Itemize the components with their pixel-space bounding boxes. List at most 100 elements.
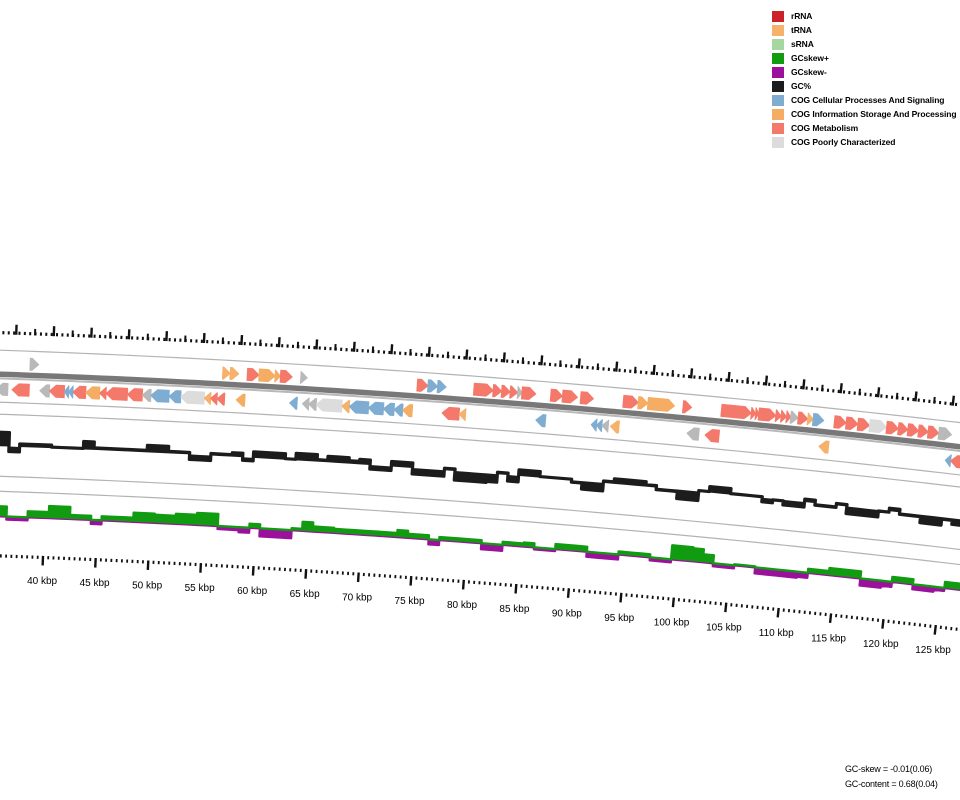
gene-arrow-forward[interactable] <box>246 367 260 382</box>
ruler-label: 115 kbp <box>811 633 846 644</box>
gene-arrow-reverse[interactable] <box>289 396 298 410</box>
gene-arrow-forward[interactable] <box>509 385 519 399</box>
gene-arrow-reverse[interactable] <box>341 400 351 414</box>
gene-arrow-forward[interactable] <box>833 415 847 429</box>
gene-arrow-reverse[interactable] <box>601 419 610 433</box>
srna-swatch-icon <box>772 38 784 50</box>
gene-arrow-forward[interactable] <box>844 416 859 430</box>
legend-item: COG Information Storage And Processing <box>772 107 957 121</box>
gene-arrow-reverse[interactable] <box>686 427 700 441</box>
gene-arrow-reverse[interactable] <box>818 440 830 454</box>
gene-arrow-reverse[interactable] <box>72 385 87 399</box>
gene-arrow-reverse[interactable] <box>0 382 9 396</box>
gene-arrow-forward[interactable] <box>754 407 760 421</box>
gene-arrow-forward[interactable] <box>622 394 639 409</box>
gene-arrow-forward[interactable] <box>646 397 676 412</box>
gene-arrow-forward[interactable] <box>897 422 909 436</box>
gene-arrow-reverse[interactable] <box>393 403 404 417</box>
gene-arrow-forward[interactable] <box>29 357 40 371</box>
gene-arrow-forward[interactable] <box>906 423 919 437</box>
gene-arrow-forward[interactable] <box>785 410 792 424</box>
gene-arrow-forward[interactable] <box>229 366 240 381</box>
gene-arrow-reverse[interactable] <box>950 455 960 469</box>
gene-arrow-reverse[interactable] <box>99 386 107 400</box>
legend-item-label: tRNA <box>791 25 812 35</box>
gene-arrow-forward[interactable] <box>868 419 888 434</box>
gc-content-stat: GC-content = 0.68(0.04) <box>845 779 938 789</box>
ruler-label: 75 kbp <box>395 596 425 607</box>
ruler-label: 80 kbp <box>447 600 477 611</box>
gene-arrow-reverse[interactable] <box>458 408 467 422</box>
gene-arrow-forward[interactable] <box>937 426 952 441</box>
gene-arrow-forward[interactable] <box>279 369 293 384</box>
gene-arrow-reverse[interactable] <box>235 393 246 407</box>
gene-arrow-forward[interactable] <box>757 407 777 422</box>
gene-arrow-reverse[interactable] <box>203 391 212 405</box>
gene-arrow-forward[interactable] <box>579 391 594 405</box>
gene-arrow-forward[interactable] <box>258 368 276 383</box>
gene-arrow-reverse[interactable] <box>402 404 414 418</box>
gene-arrow-reverse[interactable] <box>180 390 206 405</box>
gene-arrow-forward[interactable] <box>416 378 429 392</box>
gene-arrow-forward[interactable] <box>221 366 231 380</box>
gene-arrow-forward[interactable] <box>885 420 899 435</box>
track-boundaries <box>0 349 960 566</box>
gene-arrow-reverse[interactable] <box>105 387 129 401</box>
gene-arrow-forward[interactable] <box>750 406 757 420</box>
gene-arrow-reverse[interactable] <box>704 429 721 443</box>
gene-arrow-forward[interactable] <box>720 403 752 420</box>
gene-arrow-forward[interactable] <box>797 411 809 425</box>
gene-arrow-forward[interactable] <box>472 382 494 397</box>
gene-arrow-reverse[interactable] <box>168 390 182 404</box>
gene-arrow-forward[interactable] <box>780 409 787 423</box>
outer-ruler-medium-ticks <box>33 328 936 404</box>
gene-arrow-forward[interactable] <box>856 417 871 432</box>
gene-arrow-forward[interactable] <box>492 384 503 398</box>
gene-arrow-forward[interactable] <box>926 425 940 439</box>
gene-arrow-forward[interactable] <box>549 388 563 403</box>
legend-item-label: COG Information Storage And Processing <box>791 109 957 119</box>
skew_plus-swatch-icon <box>772 52 784 64</box>
gene-arrow-reverse[interactable] <box>609 420 620 434</box>
gene-arrow-reverse[interactable] <box>210 392 218 406</box>
gene-arrow-reverse[interactable] <box>126 388 144 402</box>
gene-arrow-reverse[interactable] <box>216 392 226 406</box>
gene-arrow-forward[interactable] <box>299 370 308 384</box>
gene-arrow-forward[interactable] <box>427 379 439 393</box>
gene-arrow-forward[interactable] <box>520 386 537 400</box>
gene-arrow-forward[interactable] <box>500 384 511 398</box>
gene-arrow-forward[interactable] <box>516 386 523 400</box>
gc-skew-stat: GC-skew = -0.01(0.06) <box>845 764 933 774</box>
gene-arrow-forward[interactable] <box>806 412 814 426</box>
gene-arrow-reverse[interactable] <box>11 383 30 397</box>
gene-arrow-reverse[interactable] <box>308 397 318 411</box>
gene-arrow-reverse[interactable] <box>348 400 370 415</box>
gene-arrow-forward[interactable] <box>789 410 799 424</box>
gene-arrow-reverse[interactable] <box>535 414 547 428</box>
gene-arrow-forward[interactable] <box>682 400 693 414</box>
gene-arrow-forward[interactable] <box>917 424 929 438</box>
gene-arrow-reverse[interactable] <box>301 397 310 411</box>
gene-arrow-reverse[interactable] <box>39 384 51 398</box>
gene-arrow-forward[interactable] <box>811 413 825 427</box>
gene-arrow-reverse[interactable] <box>141 388 152 402</box>
gene-arrow-forward[interactable] <box>637 396 649 410</box>
gene-arrow-reverse[interactable] <box>368 401 385 416</box>
gene-arrow-reverse[interactable] <box>150 389 170 403</box>
gc-content-track <box>0 430 960 527</box>
gene-arrow-forward[interactable] <box>436 380 447 394</box>
backbone-edge-line <box>0 377 960 452</box>
gene-arrow-reverse[interactable] <box>441 406 461 421</box>
gene-arrow-reverse[interactable] <box>382 402 396 417</box>
inner-ruler-minor-ticks <box>0 554 958 631</box>
ruler-label: 105 kbp <box>706 623 742 634</box>
gene-arrow-forward[interactable] <box>561 389 578 404</box>
info-swatch-icon <box>772 108 784 120</box>
gene-arrow-forward[interactable] <box>274 369 281 383</box>
gene-arrow-reverse[interactable] <box>85 386 101 400</box>
legend-item: sRNA <box>772 37 956 51</box>
gene-arrow-reverse[interactable] <box>315 398 343 413</box>
gene-arrow-forward[interactable] <box>774 409 782 423</box>
gene-arrow-reverse[interactable] <box>48 384 66 399</box>
